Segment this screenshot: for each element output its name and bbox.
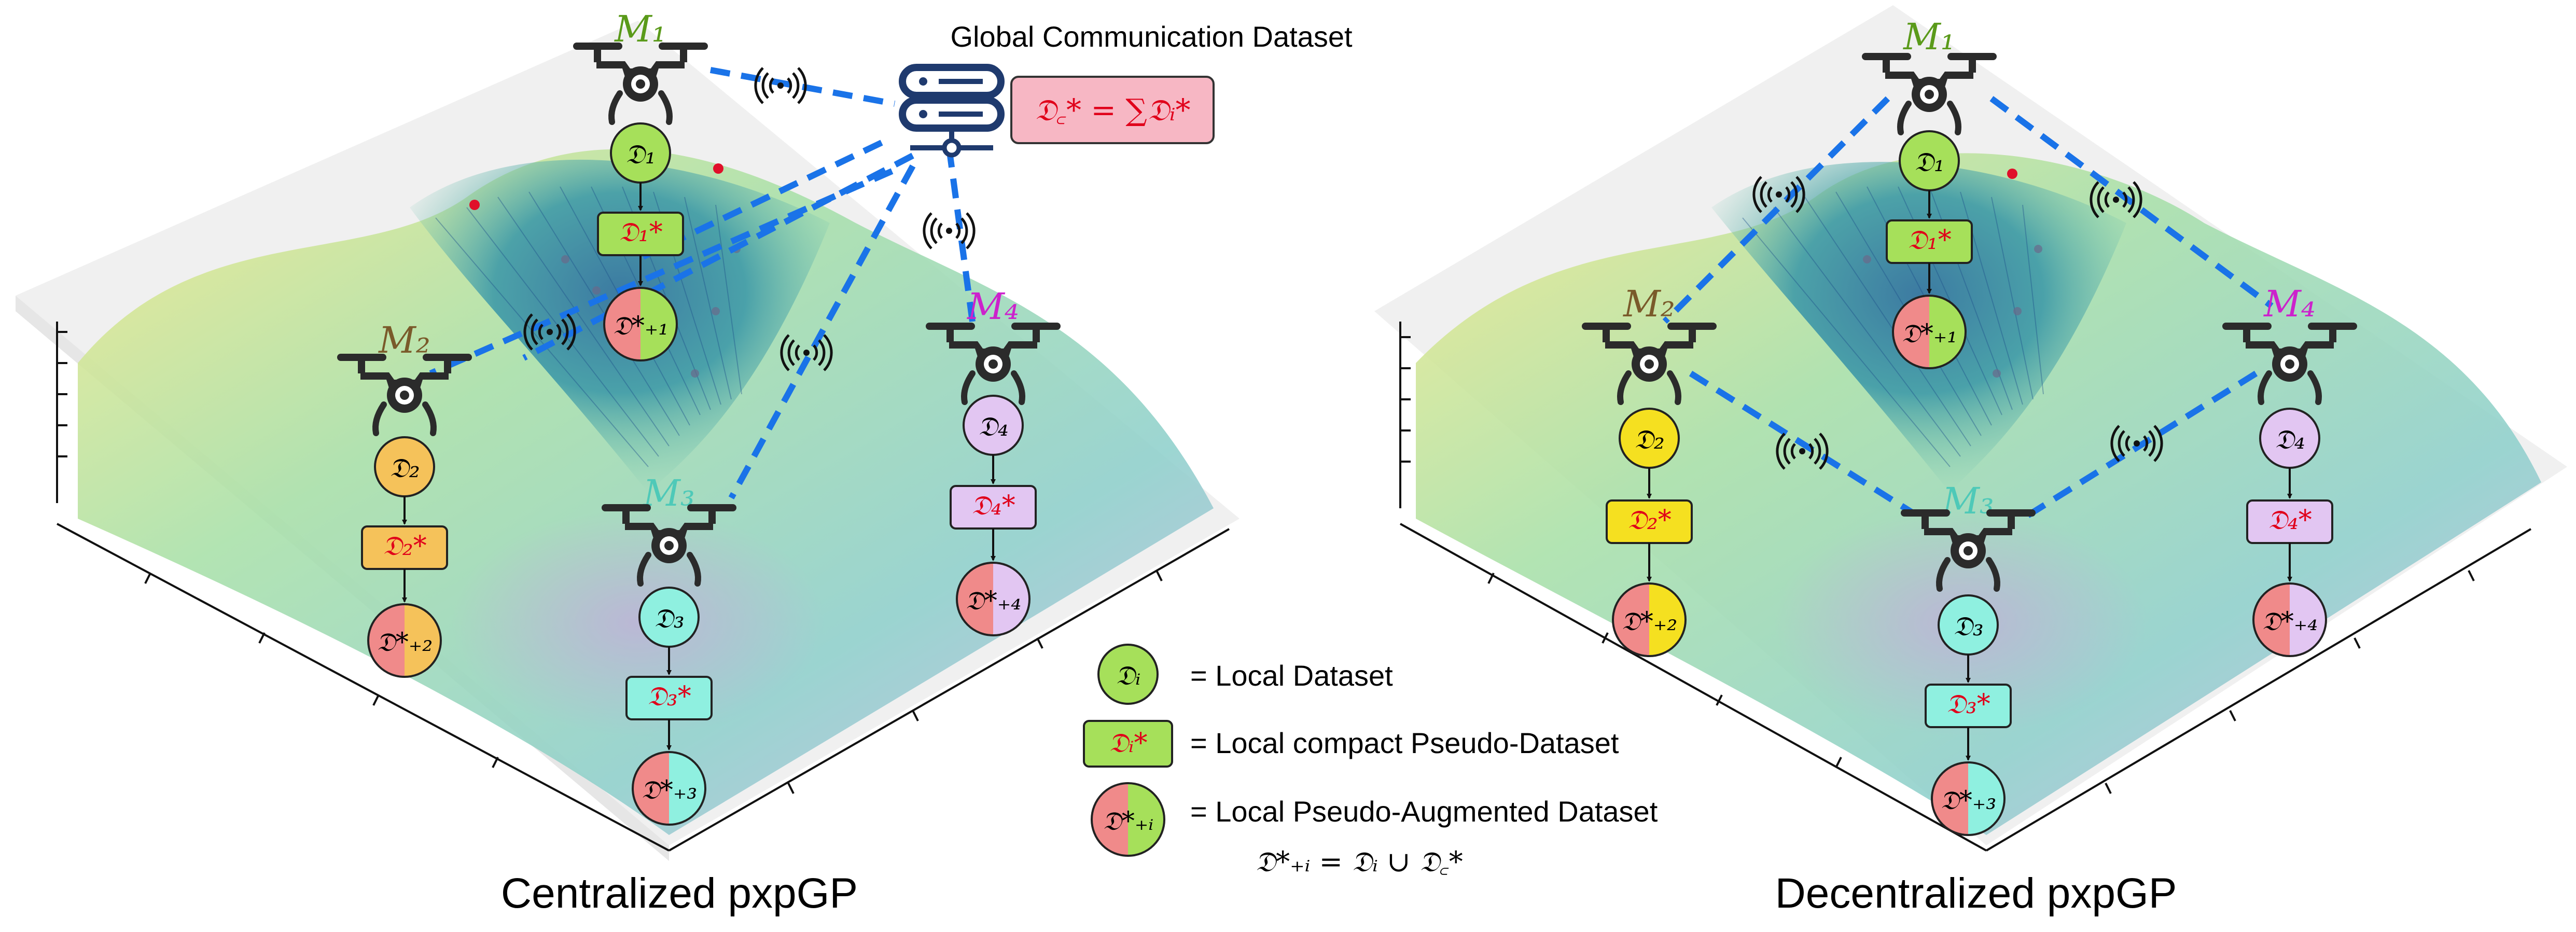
agent-label: M₄: [966, 285, 1019, 328]
pseudo-dataset-label: 𝔇₁*: [618, 217, 662, 248]
centralized-caption: Centralized pxpGP: [501, 870, 858, 917]
agent-label: M₂: [1622, 283, 1675, 325]
global-dataset-title: Global Communication Dataset: [950, 20, 1352, 53]
server-icon: [902, 67, 1001, 155]
augmented-dataset-label: 𝔇*₊₂: [1621, 606, 1678, 636]
global-dataset-formula: 𝔇꜀* = ∑𝔇ᵢ*: [1034, 92, 1190, 128]
pseudo-dataset-label: 𝔇₄*: [971, 490, 1015, 521]
pseudo-dataset-label: 𝔇₄*: [2267, 505, 2312, 536]
pseudo-dataset-label: 𝔇₂*: [1627, 505, 1671, 536]
legend-augmented-text: = Local Pseudo-Augmented Dataset: [1190, 795, 1658, 828]
augmented-dataset-label: 𝔇*₊₃: [1940, 785, 1997, 815]
decentralized-caption: Decentralized pxpGP: [1775, 870, 2177, 917]
local-dataset-label: 𝔇₃: [1953, 611, 1983, 642]
legend-union-formula: 𝔇*₊ᵢ = 𝔇ᵢ ∪ 𝔇꜀*: [1255, 845, 1463, 878]
legend-pseudo-symbol: 𝔇ᵢ*: [1108, 728, 1147, 759]
legend-augmented-symbol: 𝔇*₊ᵢ: [1103, 806, 1154, 836]
local-dataset-label: 𝔇₁: [1914, 147, 1944, 178]
local-dataset-label: 𝔇₄: [978, 411, 1008, 442]
augmented-dataset-label: 𝔇*₊₁: [612, 311, 669, 341]
pseudo-dataset-label: 𝔇₃*: [647, 681, 691, 712]
global-server: Global Communication Dataset 𝔇꜀* = ∑𝔇ᵢ*: [902, 20, 1353, 155]
legend-local-text: = Local Dataset: [1190, 659, 1393, 692]
wireless-signal-icon: [924, 213, 974, 248]
local-dataset-label: 𝔇₂: [1634, 424, 1664, 455]
legend-pseudo-text: = Local compact Pseudo-Dataset: [1190, 727, 1619, 759]
augmented-dataset-label: 𝔇*₊₁: [1901, 318, 1958, 349]
augmented-dataset-label: 𝔇*₊₃: [641, 775, 698, 805]
wireless-signal-icon: [756, 68, 805, 103]
pseudo-dataset-label: 𝔇₃*: [1946, 689, 1990, 720]
legend-local-symbol: 𝔇ᵢ: [1115, 660, 1140, 691]
local-dataset-label: 𝔇₃: [653, 603, 684, 634]
agent-label: M₁: [1902, 16, 1955, 58]
pseudo-dataset-label: 𝔇₂*: [382, 531, 426, 562]
agent-label: M₄: [2263, 283, 2316, 325]
pseudo-dataset-label: 𝔇₁*: [1907, 225, 1951, 256]
local-dataset-label: 𝔇₂: [389, 453, 420, 484]
legend: 𝔇ᵢ = Local Dataset 𝔇ᵢ* = Local compact P…: [1084, 645, 1658, 878]
augmented-dataset-label: 𝔇*₊₄: [2262, 606, 2318, 636]
local-dataset-label: 𝔇₄: [2274, 424, 2305, 455]
augmented-dataset-label: 𝔇*₊₂: [377, 627, 433, 657]
local-dataset-label: 𝔇₁: [625, 139, 656, 170]
agent-label: M₃: [1941, 480, 1994, 522]
augmented-dataset-label: 𝔇*₊₄: [965, 586, 1022, 616]
